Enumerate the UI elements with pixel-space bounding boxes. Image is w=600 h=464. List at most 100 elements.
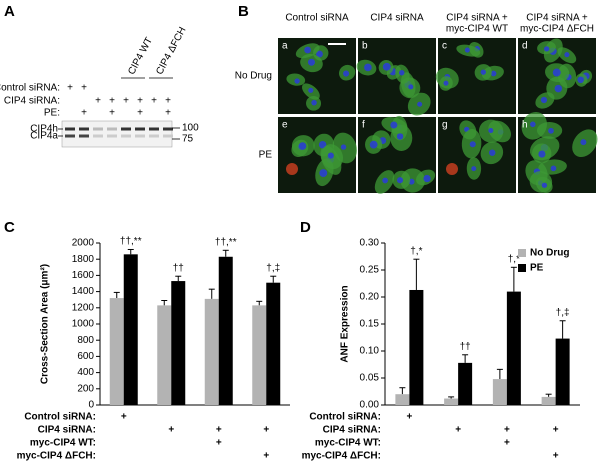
nucleus [382,62,391,71]
y-tick-label: 0.05 [360,373,380,384]
red-signal [286,163,298,175]
column-header: CIP4 siRNA + [446,13,508,24]
nucleus [443,80,449,86]
image-letter: h [522,120,528,131]
significance-label: †,‡ [266,263,280,274]
nucleus [304,46,312,54]
image-letter: f [362,120,365,131]
bar [204,298,219,405]
plus-sign: + [216,425,222,436]
bar [458,362,473,405]
y-tick-label: 0.00 [360,400,380,411]
significance-label: †,‡ [556,307,570,318]
nucleus [489,149,496,156]
blot-band [65,134,75,138]
marker-label: 100 [182,123,199,134]
significance-label: †,* [410,246,422,257]
nucleus [538,150,546,158]
significance-label: †† [460,341,471,352]
y-tick-label: 0.10 [360,346,380,357]
column-header: myc-CIP4 WT [446,24,508,35]
image-letter: g [442,120,448,131]
nucleus [464,47,470,53]
plus-sign: + [263,451,269,462]
red-signal [446,163,458,175]
y-tick-label: 1000 [72,319,95,330]
column-header: CIP4 siRNA [370,13,424,24]
band-label: CIP4a [30,131,58,142]
plus-sign: + [553,425,559,436]
panel-label: D [300,219,311,236]
image-letter: d [522,41,528,52]
plus-sign: + [137,108,143,119]
nucleus [318,140,327,149]
y-tick-label: 1400 [72,286,95,297]
nucleus [552,68,561,77]
legend-swatch [518,249,526,257]
blot-band [79,127,89,131]
blot-band [135,127,145,131]
blot-band [93,127,103,131]
plus-sign: + [137,96,143,107]
bar [541,396,556,405]
y-tick-label: 0.20 [360,292,380,303]
row-label: No Drug [235,71,272,82]
nucleus [319,169,328,177]
blot-membrane [61,120,173,148]
marker-label: 75 [182,134,194,145]
y-tick-label: 0.15 [360,319,380,330]
y-tick-label: 600 [77,351,94,362]
legend-label: PE [530,263,544,274]
nucleus [408,84,414,90]
bar [252,305,267,405]
image-letter: e [282,120,288,131]
plus-sign: + [553,451,559,462]
nucleus [480,69,486,75]
plus-sign: + [95,96,101,107]
nucleus [308,87,314,93]
plus-sign: + [406,412,412,423]
y-tick-label: 1800 [72,254,95,265]
bar [506,291,521,405]
nucleus [396,133,404,140]
bar [157,305,172,405]
bar [109,298,124,405]
blot-band [163,127,173,131]
blot-band [121,134,131,138]
plus-sign: + [165,96,171,107]
blot-band [163,134,173,138]
nucleus [294,78,300,84]
condition-label: myc-CIP4 WT: [30,438,96,449]
bar [444,398,459,405]
blot-band [107,134,117,138]
condition-label: Control siRNA: [309,412,381,423]
bar [123,254,138,405]
y-axis-label: ANF Expression [340,285,351,362]
nucleus [488,128,494,134]
nucleus [398,69,405,76]
plus-sign: + [165,108,171,119]
y-tick-label: 2000 [72,238,95,249]
legend-swatch [518,264,526,272]
nucleus [417,101,423,107]
plus-sign: + [109,108,115,119]
plus-sign: + [504,425,510,436]
bar [409,289,424,405]
plus-sign: + [121,412,127,423]
nucleus [327,152,334,159]
image-letter: c [442,41,447,52]
nucleus [343,70,350,77]
nucleus [364,63,372,72]
condition-label: Control siRNA: [0,83,60,94]
condition-label: Control siRNA: [24,412,96,423]
bar [266,282,281,405]
blot-band [107,127,117,131]
plus-sign: + [151,96,157,107]
panel-label: C [4,219,15,236]
blot-band [93,134,103,138]
blot-band [135,134,145,138]
condition-label: CIP4 siRNA: [38,425,96,436]
nucleus [298,142,307,150]
bar [218,256,233,405]
significance-label: †† [173,263,184,274]
